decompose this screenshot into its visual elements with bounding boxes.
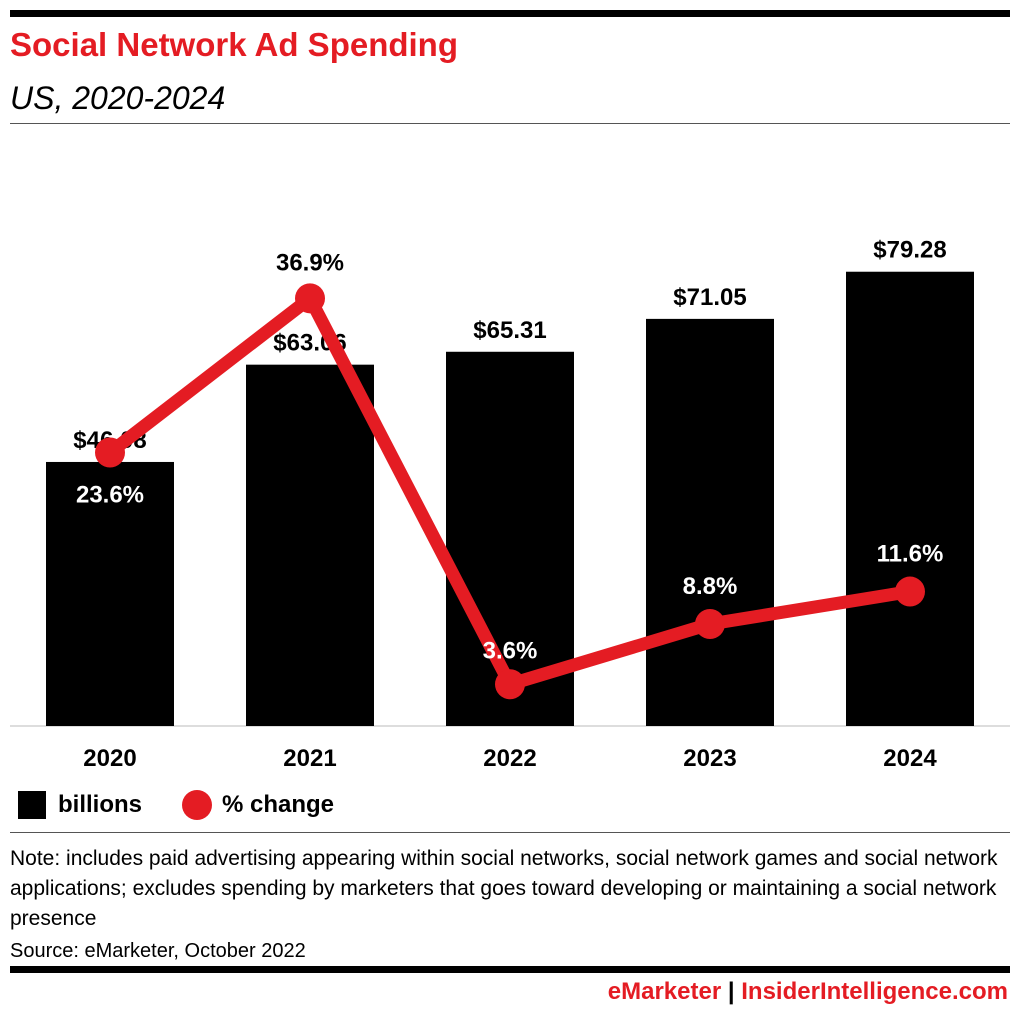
brand-insider-intelligence: InsiderIntelligence.com [741, 978, 1008, 1005]
x-tick-label: 2024 [883, 745, 937, 772]
line-point-2024 [895, 576, 925, 607]
line-label: 36.9% [276, 249, 344, 276]
chart-title: Social Network Ad Spending [10, 26, 458, 63]
line-label: 8.8% [683, 573, 738, 600]
line-label: 11.6% [877, 541, 944, 568]
legend-line-label: % change [222, 791, 335, 818]
x-tick-label: 2021 [283, 745, 336, 772]
line-point-2021 [295, 283, 325, 314]
bar-2024 [846, 271, 974, 726]
legend: billions % change [18, 790, 334, 820]
source: Source: eMarketer, October 2022 [10, 940, 306, 962]
chart-plot: $46.082020$63.062021$65.312022$71.052023… [10, 237, 1010, 772]
bar-label: $71.05 [673, 284, 746, 311]
brand-emarketer: eMarketer [607, 978, 722, 1005]
legend-bar-label: billions [58, 791, 142, 818]
bar-2020 [46, 461, 174, 726]
top-bar [10, 10, 1010, 17]
line-point-2023 [695, 609, 725, 640]
x-tick-label: 2023 [683, 745, 736, 772]
legend-bar-swatch [18, 791, 46, 819]
line-label: 23.6% [76, 481, 144, 508]
divider [10, 123, 1010, 124]
bottom-bar [10, 966, 1010, 973]
bar-label: $65.31 [473, 317, 546, 344]
legend-line-swatch [182, 790, 212, 820]
x-tick-label: 2020 [83, 745, 136, 772]
x-tick-label: 2022 [483, 745, 536, 772]
bar-label: $79.28 [873, 237, 946, 264]
footer: eMarketer | InsiderIntelligence.com [608, 978, 1008, 1006]
bar-2021 [246, 364, 374, 726]
bar-2022 [446, 351, 574, 726]
line-point-2020 [95, 437, 125, 468]
line-label: 3.6% [483, 637, 538, 664]
chart-subtitle: US, 2020-2024 [10, 80, 226, 116]
bar-2023 [646, 318, 774, 726]
brand-separator: | [721, 978, 742, 1005]
divider [10, 832, 1010, 833]
note: Note: includes paid advertising appearin… [10, 847, 998, 930]
line-point-2022 [495, 669, 525, 700]
